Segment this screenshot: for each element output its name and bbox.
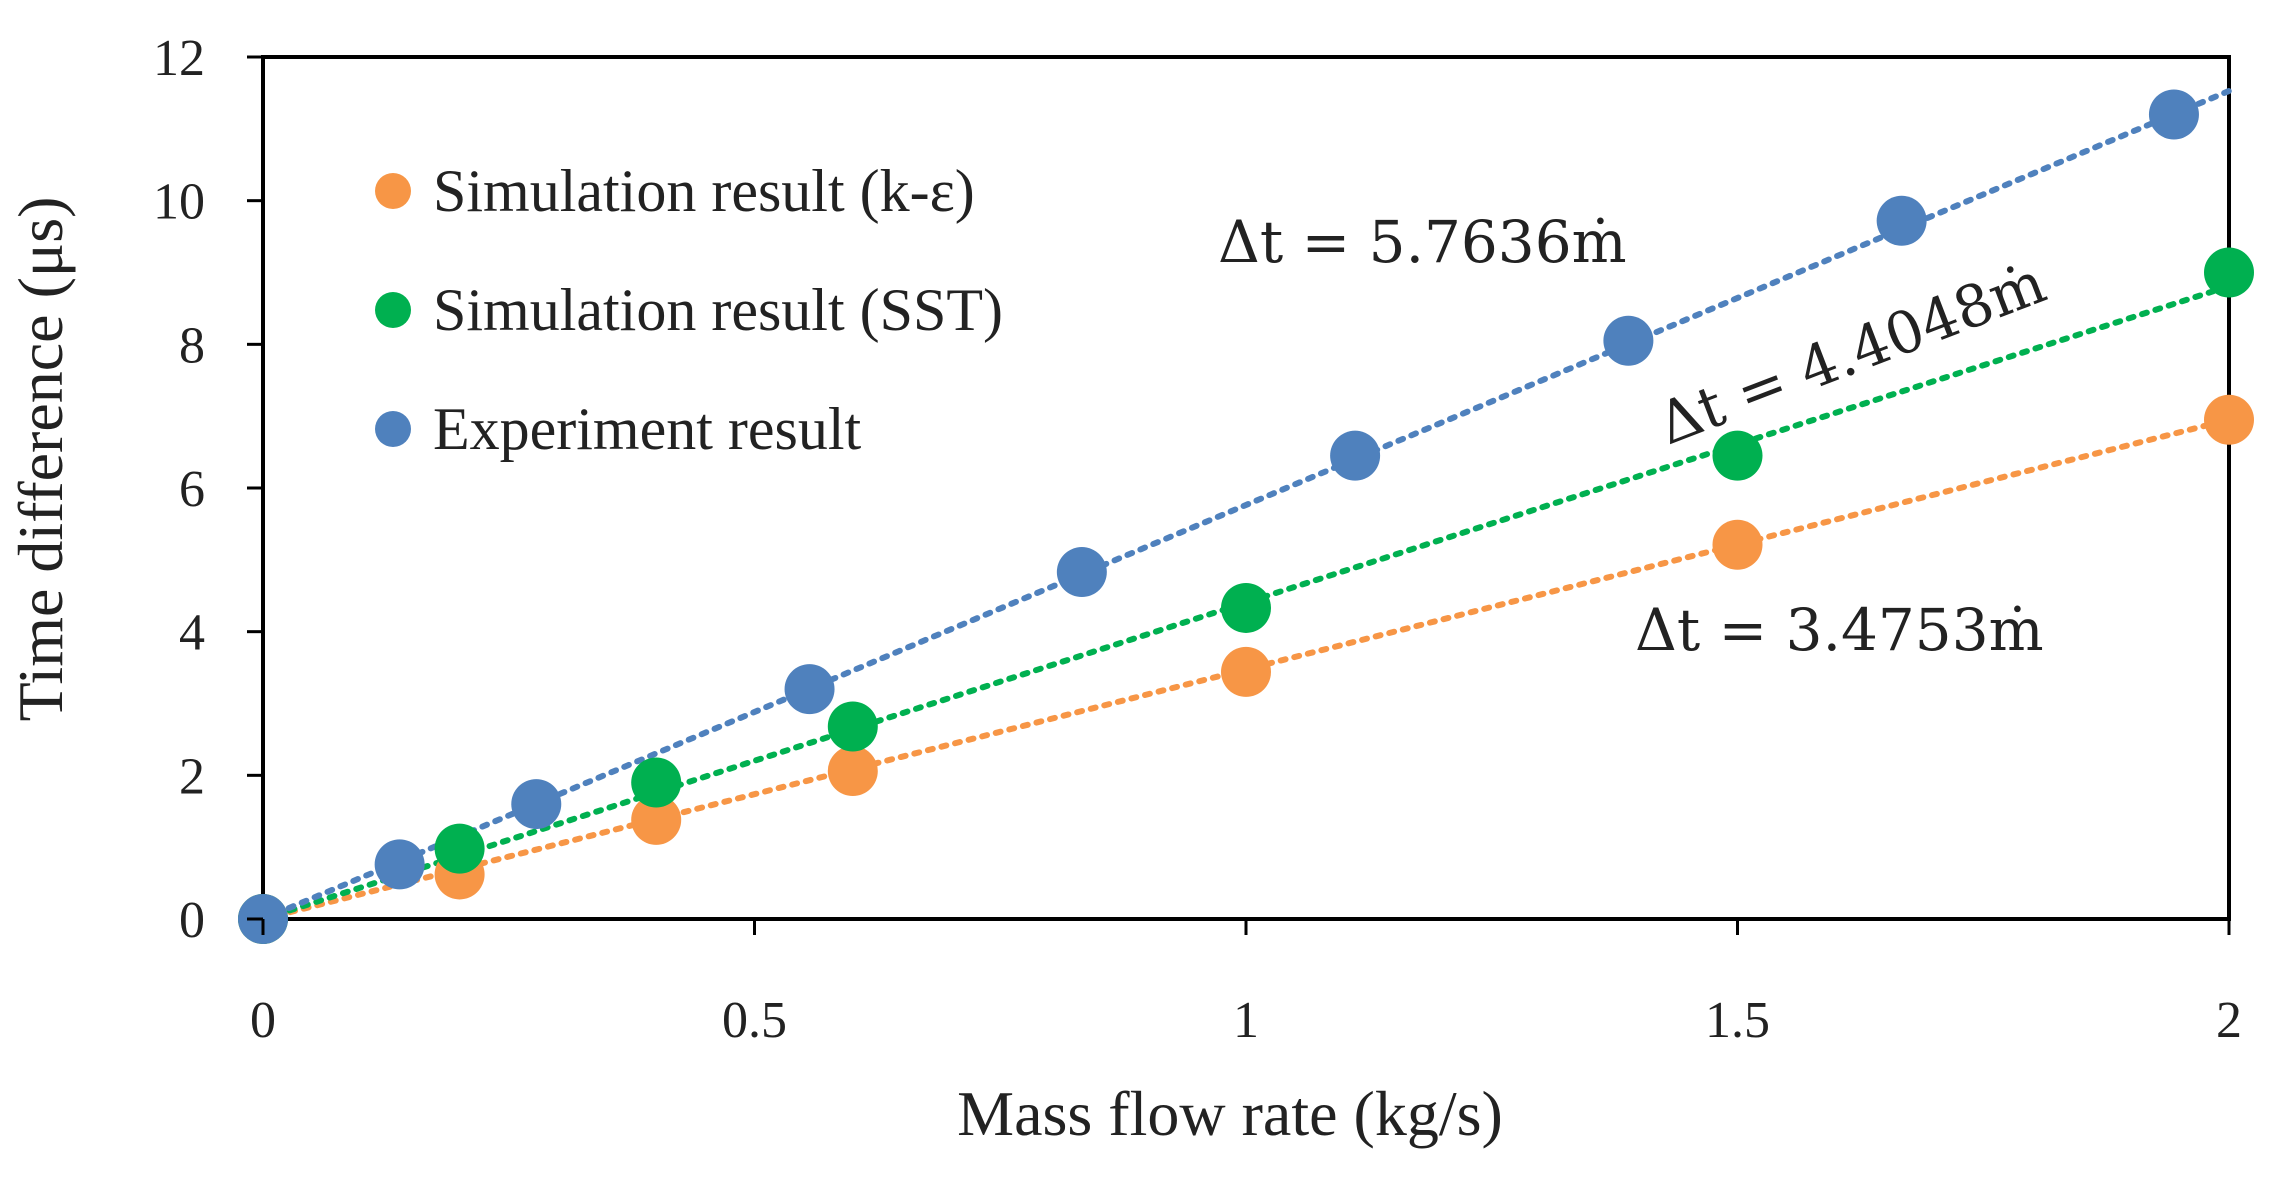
trendline <box>260 283 2232 922</box>
axis-ticks: 0 0.5 1 1.5 2 0 2 4 6 8 10 12 <box>153 30 2242 1049</box>
y-tick-label: 10 <box>153 174 205 231</box>
y-tick-label: 4 <box>179 605 205 662</box>
x-axis-title: Mass flow rate (kg/s) <box>957 1078 1503 1149</box>
data-point <box>1876 195 1927 246</box>
x-tick-label: 0.5 <box>722 992 787 1049</box>
y-tick-label: 2 <box>179 748 205 805</box>
equation-experiment: Δt = 5.7636ṁ <box>1218 208 1627 276</box>
legend-label-k-epsilon: Simulation result (k-ε) <box>433 158 975 224</box>
legend: Simulation result (k-ε) Simulation resul… <box>375 158 1003 462</box>
data-points <box>238 89 2254 944</box>
legend-marker-k-epsilon <box>375 173 411 209</box>
equation-k-epsilon: Δt = 3.4753ṁ <box>1635 596 2044 664</box>
legend-label-sst: Simulation result (SST) <box>433 277 1003 343</box>
data-point <box>434 823 485 874</box>
data-point <box>784 664 835 715</box>
data-point <box>1221 582 1271 633</box>
legend-label-experiment: Experiment result <box>433 396 862 462</box>
x-tick-label: 0 <box>250 992 276 1049</box>
data-point <box>827 746 878 797</box>
data-point <box>1603 315 1654 366</box>
data-point <box>827 701 878 752</box>
data-point <box>1056 547 1107 598</box>
x-tick-label: 2 <box>2216 992 2242 1049</box>
data-point <box>2204 247 2254 298</box>
data-point <box>1221 646 1271 697</box>
legend-marker-experiment <box>375 411 411 447</box>
y-axis-title: Time difference (μs) <box>5 197 76 722</box>
y-tick-label: 8 <box>179 317 205 374</box>
data-point <box>511 779 562 830</box>
data-point <box>2204 394 2254 445</box>
data-point <box>1330 430 1381 481</box>
data-point <box>1712 519 1763 570</box>
data-point <box>374 839 425 890</box>
y-tick-label: 6 <box>179 461 205 518</box>
y-tick-label: 0 <box>179 892 205 949</box>
y-tick-label: 12 <box>153 30 205 87</box>
data-point <box>2148 89 2199 140</box>
data-point <box>631 757 682 808</box>
x-tick-label: 1 <box>1233 992 1259 1049</box>
data-point <box>1712 430 1763 481</box>
data-point <box>631 794 682 845</box>
legend-marker-sst <box>375 292 411 328</box>
x-tick-label: 1.5 <box>1705 992 1770 1049</box>
